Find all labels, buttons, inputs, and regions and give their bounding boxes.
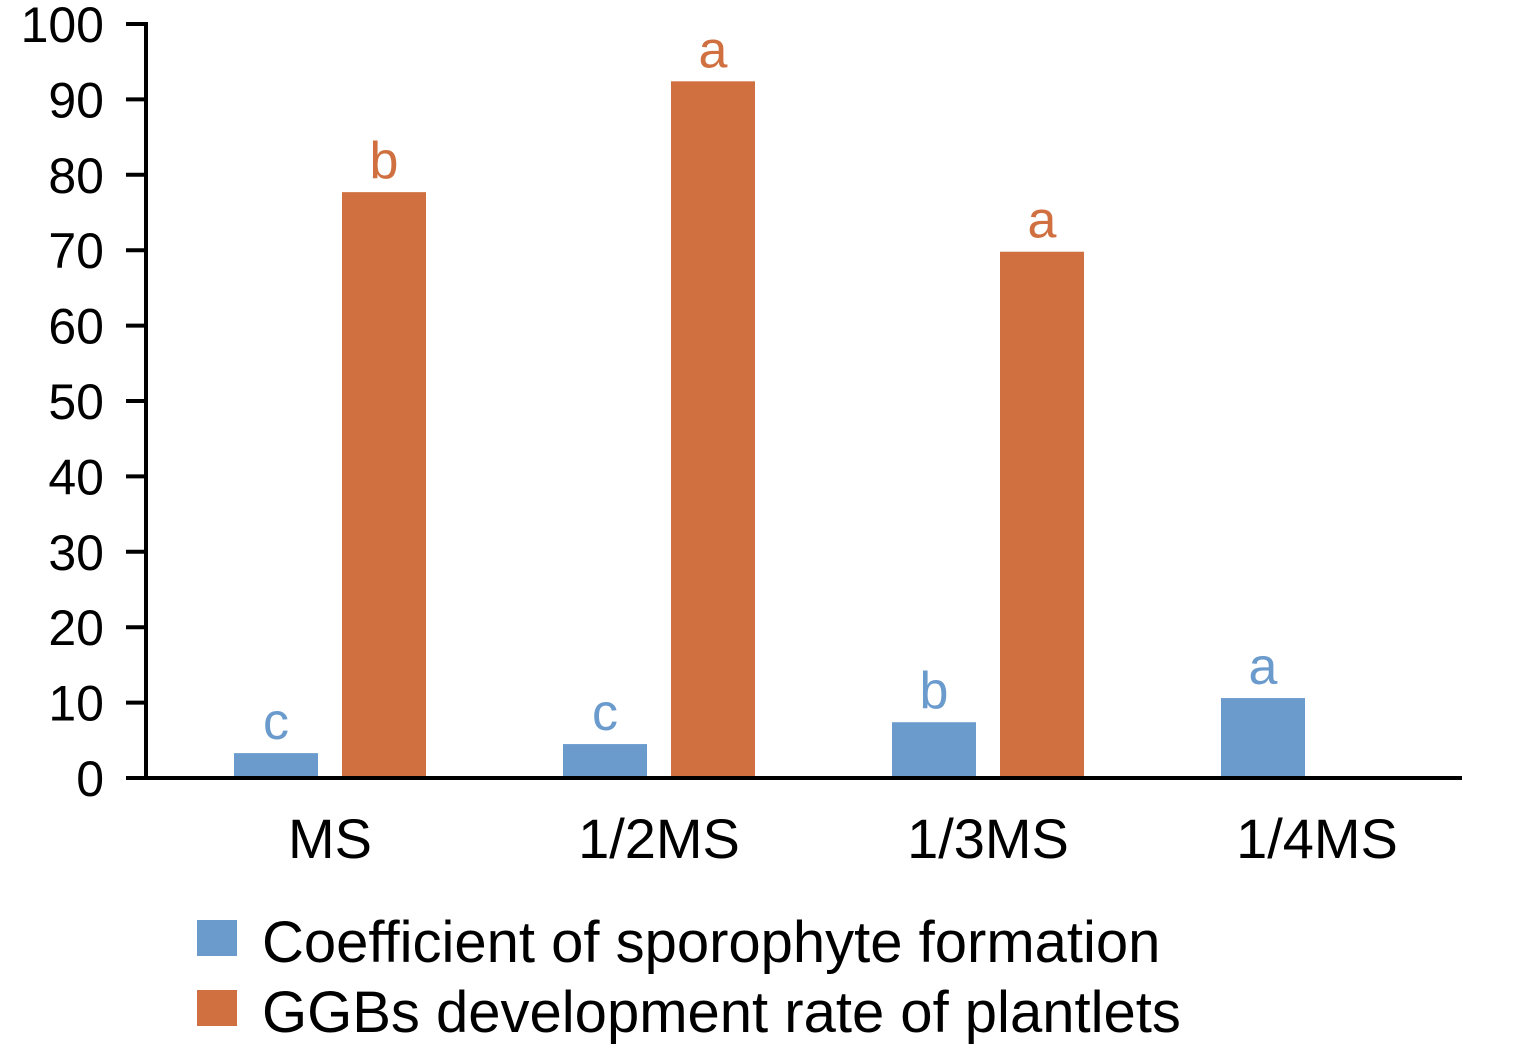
y-tick-label: 90 <box>48 72 104 128</box>
y-tick-label: 100 <box>21 0 104 53</box>
significance-label: a <box>1028 192 1057 250</box>
bar-1-3MS-series0 <box>892 722 976 778</box>
legend-label-ggbs: GGBs development rate of plantlets <box>262 980 1181 1045</box>
y-tick-label: 0 <box>76 751 104 807</box>
significance-label: c <box>263 693 289 751</box>
y-axis: 0 10 20 30 40 50 60 70 80 90 100 <box>21 0 148 807</box>
x-tick-label: MS <box>288 807 372 870</box>
significance-label: a <box>1249 638 1278 696</box>
legend-swatch-sporophyte <box>197 920 237 956</box>
bar-MS-series1 <box>342 192 426 779</box>
y-tick-label: 30 <box>48 525 104 581</box>
legend-swatch-ggbs <box>197 990 237 1026</box>
x-tick-label: 1/4MS <box>1236 807 1398 870</box>
bar-MS-series0 <box>234 753 318 778</box>
y-tick-label: 20 <box>48 600 104 656</box>
significance-label: b <box>370 132 399 190</box>
bar-1-2MS-series1 <box>671 81 755 778</box>
y-tick-label: 80 <box>48 148 104 204</box>
legend-label-sporophyte: Coefficient of sporophyte formation <box>262 910 1160 975</box>
bar-1-3MS-series1 <box>1000 251 1084 778</box>
bar-1-2MS-series0 <box>563 744 647 778</box>
y-tick-label: 10 <box>48 676 104 732</box>
significance-label: c <box>592 684 618 742</box>
x-tick-label: 1/2MS <box>578 807 740 870</box>
y-tick-label: 70 <box>48 223 104 279</box>
significance-label: b <box>920 662 949 720</box>
x-axis: MS 1/2MS 1/3MS 1/4MS <box>144 776 1462 870</box>
y-tick-label: 60 <box>48 299 104 355</box>
x-tick-label: 1/3MS <box>907 807 1069 870</box>
legend: Coefficient of sporophyte formation GGBs… <box>197 910 1181 1045</box>
y-tick-label: 40 <box>48 449 104 505</box>
y-tick-label: 50 <box>48 374 104 430</box>
significance-label: a <box>699 21 728 79</box>
bars: c c b a b a a <box>234 21 1305 779</box>
bar-1-4MS-series0 <box>1221 698 1305 778</box>
